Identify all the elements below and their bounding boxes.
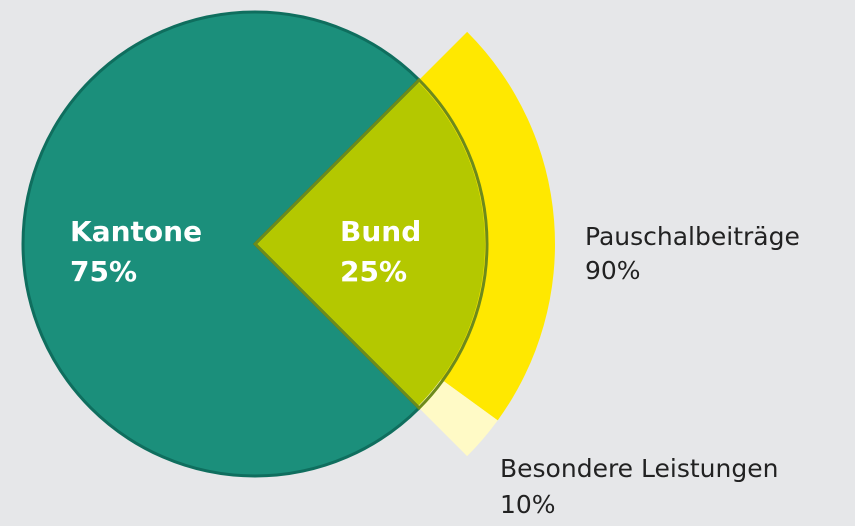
slice-label: Bund [340, 215, 421, 248]
ring-label: Pauschalbeiträge [585, 222, 800, 251]
slice-value-label: 25% [340, 255, 407, 288]
slice-value-label: 75% [70, 255, 137, 288]
slice-label: Kantone [70, 215, 202, 248]
pie-slice [21, 10, 422, 478]
ring-label: Besondere Leistungen [500, 454, 778, 483]
marks [21, 10, 555, 478]
pie-slice-edge [252, 77, 489, 411]
ring-value-label: 90% [585, 256, 641, 285]
ring-value-label: 10% [500, 490, 556, 519]
ring-segment [417, 379, 498, 457]
